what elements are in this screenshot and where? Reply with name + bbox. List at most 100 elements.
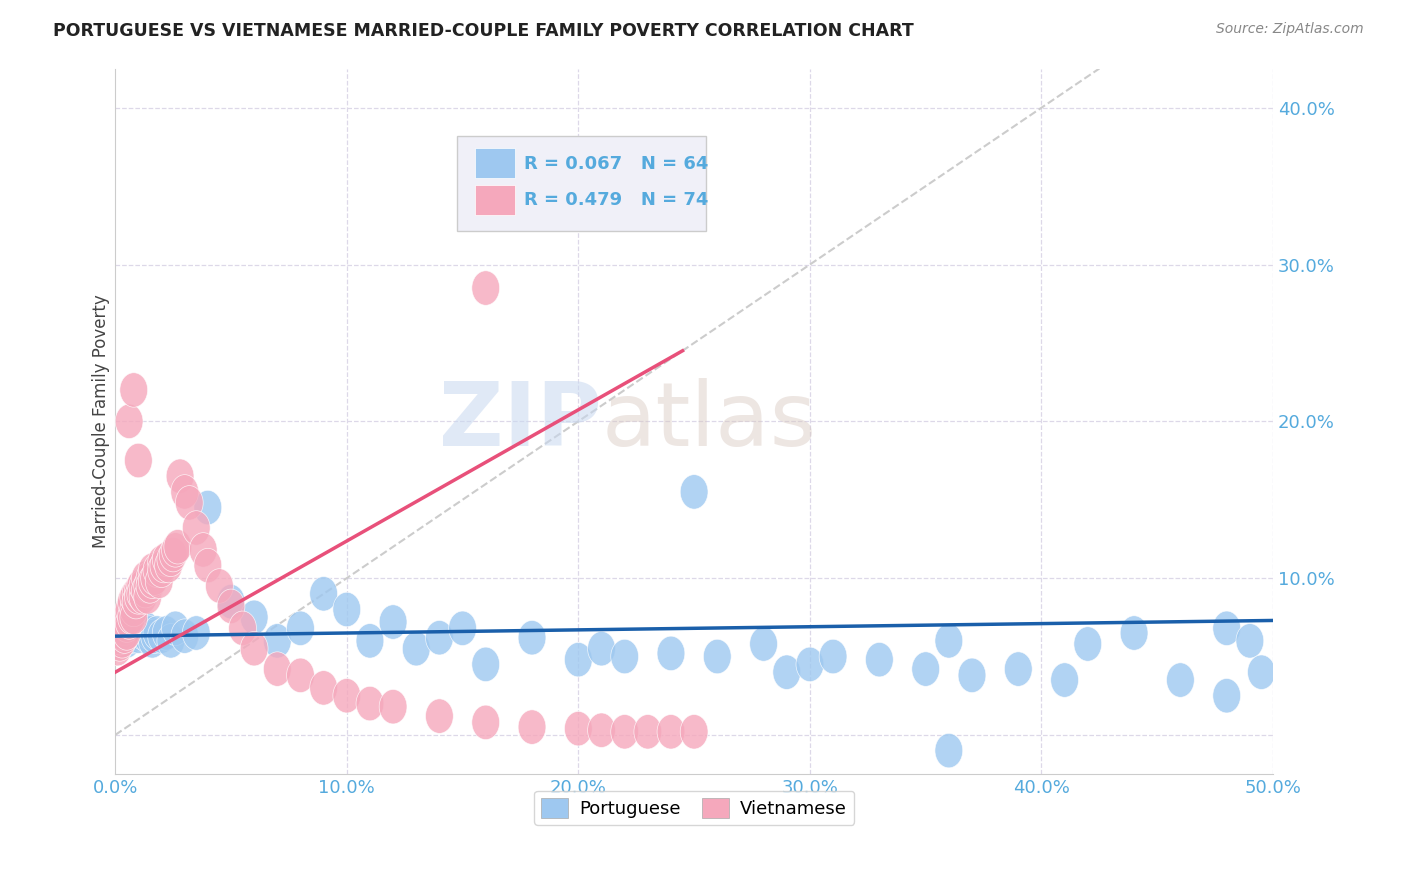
Ellipse shape xyxy=(136,569,165,603)
Text: ZIP: ZIP xyxy=(439,378,602,465)
Ellipse shape xyxy=(356,686,384,721)
Ellipse shape xyxy=(108,615,136,650)
Ellipse shape xyxy=(170,475,198,509)
Text: R = 0.479   N = 74: R = 0.479 N = 74 xyxy=(524,192,709,210)
Ellipse shape xyxy=(108,621,136,655)
Ellipse shape xyxy=(115,592,143,627)
Ellipse shape xyxy=(152,542,180,576)
Ellipse shape xyxy=(1213,611,1240,646)
Ellipse shape xyxy=(143,553,170,588)
Ellipse shape xyxy=(141,561,169,595)
Ellipse shape xyxy=(155,549,183,582)
Ellipse shape xyxy=(217,584,245,619)
Ellipse shape xyxy=(125,580,152,615)
Ellipse shape xyxy=(129,580,157,615)
Ellipse shape xyxy=(472,706,499,739)
Ellipse shape xyxy=(112,608,141,642)
Ellipse shape xyxy=(519,621,546,655)
Ellipse shape xyxy=(564,712,592,746)
Ellipse shape xyxy=(162,611,190,646)
Ellipse shape xyxy=(240,632,269,666)
Ellipse shape xyxy=(127,569,155,603)
Ellipse shape xyxy=(120,373,148,408)
Ellipse shape xyxy=(564,642,592,677)
Text: PORTUGUESE VS VIETNAMESE MARRIED-COUPLE FAMILY POVERTY CORRELATION CHART: PORTUGUESE VS VIETNAMESE MARRIED-COUPLE … xyxy=(53,22,914,40)
Ellipse shape xyxy=(129,615,157,650)
Ellipse shape xyxy=(127,576,155,611)
Ellipse shape xyxy=(1050,663,1078,698)
Ellipse shape xyxy=(796,647,824,681)
Ellipse shape xyxy=(911,652,939,686)
Ellipse shape xyxy=(136,561,165,595)
Y-axis label: Married-Couple Family Poverty: Married-Couple Family Poverty xyxy=(93,294,110,549)
FancyBboxPatch shape xyxy=(475,185,515,215)
Ellipse shape xyxy=(112,624,141,658)
Text: R = 0.067   N = 64: R = 0.067 N = 64 xyxy=(524,155,709,173)
Ellipse shape xyxy=(426,621,453,655)
Ellipse shape xyxy=(118,611,145,646)
Ellipse shape xyxy=(134,619,162,653)
Ellipse shape xyxy=(820,640,846,673)
Ellipse shape xyxy=(165,530,191,564)
Ellipse shape xyxy=(935,624,963,658)
Ellipse shape xyxy=(935,733,963,768)
Ellipse shape xyxy=(120,592,148,627)
Ellipse shape xyxy=(125,443,152,478)
Ellipse shape xyxy=(380,605,406,640)
Ellipse shape xyxy=(127,608,155,642)
Ellipse shape xyxy=(148,553,176,588)
Ellipse shape xyxy=(104,632,131,666)
Ellipse shape xyxy=(134,569,162,603)
Ellipse shape xyxy=(108,624,136,658)
Ellipse shape xyxy=(1121,615,1147,650)
Ellipse shape xyxy=(449,611,477,646)
Ellipse shape xyxy=(148,619,176,653)
Ellipse shape xyxy=(131,561,159,595)
Ellipse shape xyxy=(194,491,222,524)
Ellipse shape xyxy=(657,636,685,671)
Ellipse shape xyxy=(866,642,893,677)
Ellipse shape xyxy=(150,549,177,582)
Ellipse shape xyxy=(138,553,166,588)
Ellipse shape xyxy=(749,627,778,661)
Ellipse shape xyxy=(657,714,685,749)
Ellipse shape xyxy=(131,611,159,646)
Ellipse shape xyxy=(170,619,198,653)
Ellipse shape xyxy=(122,615,150,650)
Ellipse shape xyxy=(138,624,166,658)
FancyBboxPatch shape xyxy=(475,148,515,178)
Ellipse shape xyxy=(118,584,145,619)
Ellipse shape xyxy=(125,574,152,608)
Ellipse shape xyxy=(125,619,152,653)
Ellipse shape xyxy=(111,611,138,646)
Ellipse shape xyxy=(426,698,453,733)
Ellipse shape xyxy=(122,584,150,619)
Ellipse shape xyxy=(166,459,194,493)
Ellipse shape xyxy=(138,564,166,599)
Ellipse shape xyxy=(703,640,731,673)
Ellipse shape xyxy=(263,624,291,658)
Ellipse shape xyxy=(176,485,204,520)
Ellipse shape xyxy=(143,615,170,650)
Ellipse shape xyxy=(129,569,157,603)
Ellipse shape xyxy=(681,714,709,749)
Ellipse shape xyxy=(145,564,173,599)
Ellipse shape xyxy=(1004,652,1032,686)
Ellipse shape xyxy=(157,624,184,658)
Ellipse shape xyxy=(112,615,141,650)
Ellipse shape xyxy=(111,619,138,653)
Ellipse shape xyxy=(588,632,616,666)
Ellipse shape xyxy=(634,714,662,749)
Ellipse shape xyxy=(309,576,337,611)
Ellipse shape xyxy=(333,679,361,713)
Ellipse shape xyxy=(957,658,986,692)
Ellipse shape xyxy=(120,580,148,615)
Ellipse shape xyxy=(183,511,209,545)
Ellipse shape xyxy=(141,619,169,653)
Ellipse shape xyxy=(229,611,256,646)
Ellipse shape xyxy=(472,271,499,305)
Ellipse shape xyxy=(1247,655,1275,690)
Ellipse shape xyxy=(472,647,499,681)
Ellipse shape xyxy=(588,713,616,747)
Ellipse shape xyxy=(112,600,141,634)
